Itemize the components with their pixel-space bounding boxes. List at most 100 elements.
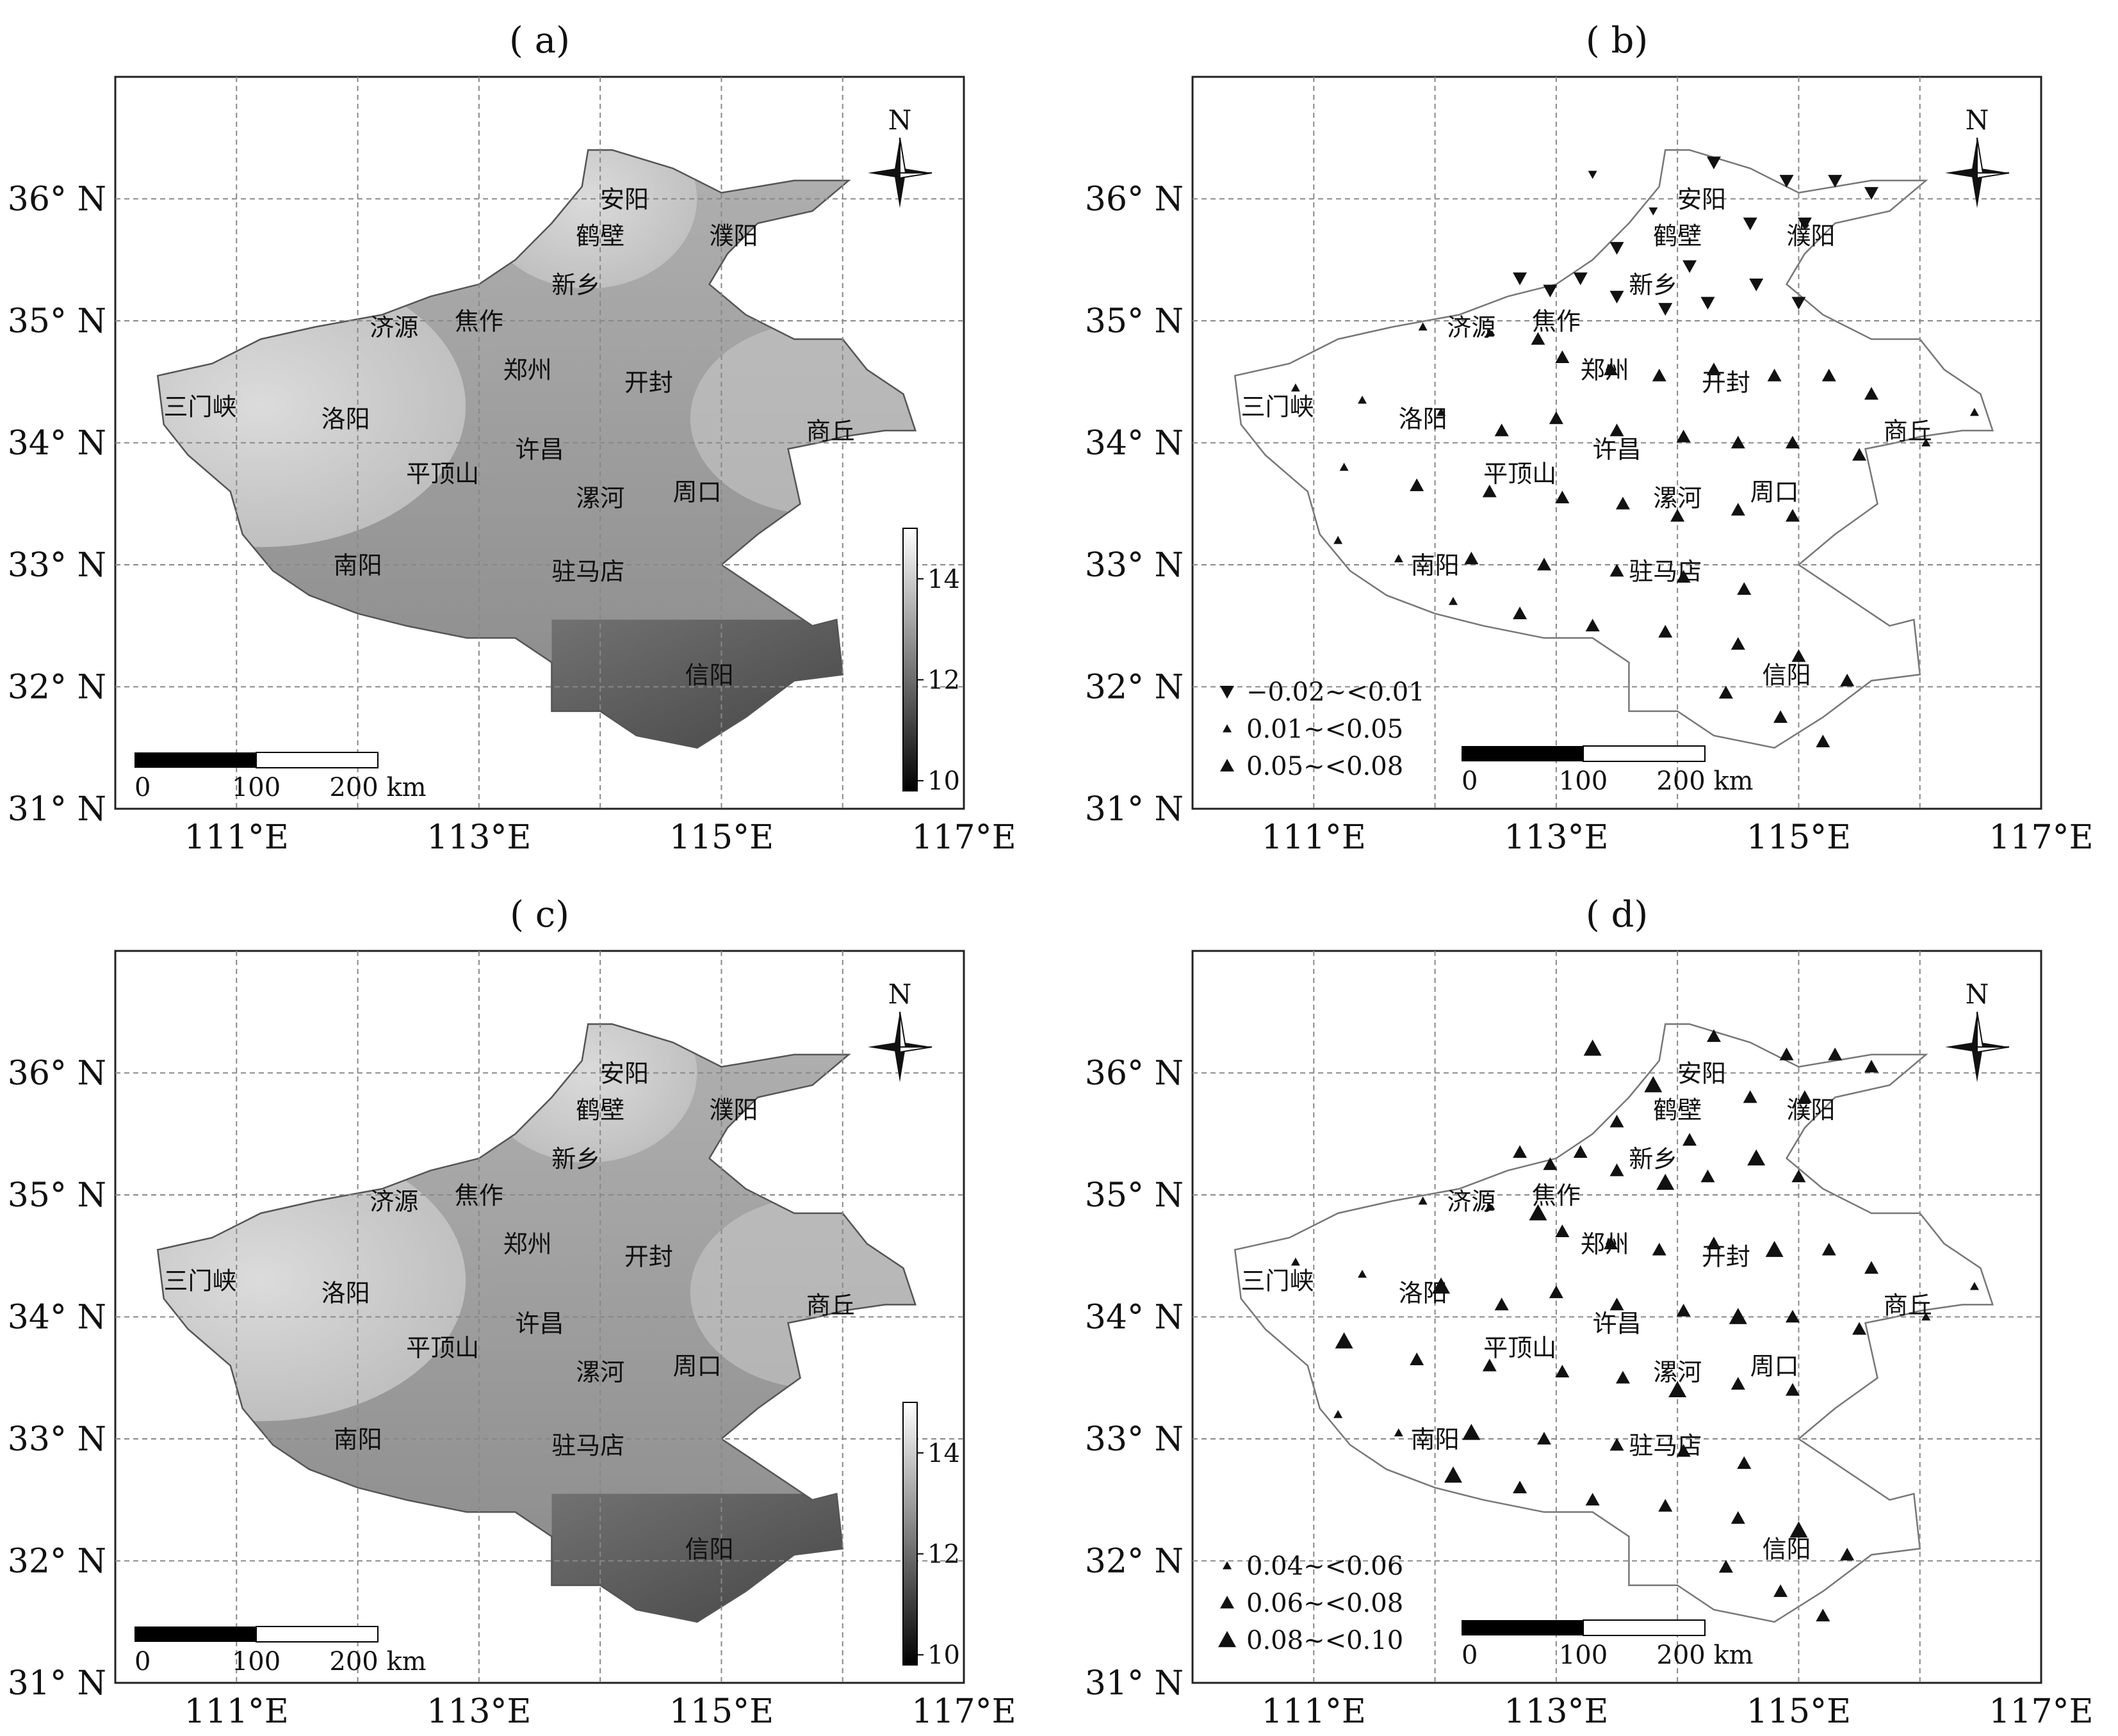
city-label: 南阳	[1411, 1425, 1460, 1454]
station-marker	[1779, 175, 1794, 188]
north-label: N	[1966, 978, 1989, 1010]
lat-tick-label: 33° N	[8, 1420, 106, 1459]
lon-tick-label: 113°E	[1504, 1692, 1608, 1731]
station-marker	[1789, 1521, 1808, 1538]
lat-tick-label: 36° N	[1085, 1055, 1184, 1093]
city-label: 郑州	[503, 1230, 552, 1258]
station-marker	[1767, 368, 1782, 382]
station-marker	[1921, 438, 1931, 447]
station-marker	[1555, 1365, 1570, 1378]
station-marker	[1543, 284, 1558, 298]
lat-tick-label: 35° N	[1085, 1176, 1184, 1215]
lat-tick-label: 36° N	[8, 1055, 106, 1093]
station-marker	[1785, 435, 1800, 449]
city-label: 三门峡	[163, 1267, 236, 1295]
city-label: 安阳	[1677, 1060, 1726, 1088]
station-marker	[1682, 1133, 1697, 1146]
station-marker	[1828, 175, 1843, 188]
station-marker	[1737, 1456, 1752, 1469]
station-marker	[1444, 1466, 1462, 1483]
legend: 0.04~<0.06 0.06~<0.08 0.08~<0.10	[1218, 1552, 1403, 1655]
scale-bar-label: 0	[134, 773, 151, 802]
station-marker	[1731, 1377, 1745, 1390]
city-label: 周口	[1750, 1352, 1799, 1381]
scale-bar-label: 200 km	[329, 1647, 426, 1676]
station-marker	[1718, 1560, 1733, 1573]
station-marker	[1821, 368, 1836, 382]
scale-bar: 0 100 200 km	[1462, 745, 1754, 796]
city-label: 开封	[624, 1242, 673, 1270]
city-label: 平顶山	[406, 460, 479, 488]
city-label: 焦作	[455, 1181, 503, 1210]
legend-symbol-icon	[1220, 759, 1234, 772]
lat-tick-label: 34° N	[1085, 1299, 1184, 1337]
scale-bar-label: 0	[1462, 767, 1478, 796]
station-marker	[1410, 478, 1424, 491]
lat-tick-label: 34° N	[1085, 425, 1184, 463]
city-label: 郑州	[1581, 1230, 1629, 1258]
panel-d: 36° N 35° N 34° N 33° N 32° N 31° N 111°E 113°E…	[1085, 894, 2094, 1731]
north-arrow-icon: N	[1945, 978, 2010, 1082]
station-marker	[1485, 1203, 1494, 1211]
station-marker	[1513, 1145, 1527, 1158]
station-marker	[1335, 1332, 1353, 1349]
station-marker	[1864, 387, 1878, 400]
colorbar-tick-label: 10	[927, 767, 960, 796]
station-marker	[1609, 423, 1624, 437]
city-label: 商丘	[1884, 417, 1932, 445]
city-label: 信阳	[1762, 661, 1811, 689]
station-marker	[1604, 1237, 1618, 1249]
station-marker	[1676, 429, 1691, 442]
city-label: 漯河	[1653, 484, 1702, 512]
city-label: 安阳	[600, 186, 649, 214]
station-marker	[1291, 383, 1300, 392]
city-label: 濮阳	[709, 222, 758, 250]
station-marker	[1791, 649, 1806, 662]
station-marker	[1609, 1114, 1624, 1128]
station-marker	[1779, 1047, 1794, 1060]
city-label: 洛阳	[322, 405, 370, 433]
colorbar-tick-label: 14	[927, 565, 960, 594]
station-marker	[1583, 1039, 1602, 1056]
raster-base	[158, 150, 916, 748]
station-marker	[1797, 1090, 1812, 1103]
city-label: 新乡	[1629, 271, 1677, 299]
station-marker	[1418, 322, 1428, 331]
station-marker	[1785, 1310, 1800, 1323]
city-label: 周口	[673, 478, 722, 507]
scale-bar-label: 100	[1559, 1641, 1608, 1670]
panel-a: 36° N 35° N 34° N 33° N 32° N 31° N 111°E 113°E…	[8, 20, 1016, 857]
station-marker	[1513, 1480, 1527, 1493]
lon-tick-label: 113°E	[427, 818, 531, 857]
lat-tick-label: 36° N	[8, 181, 106, 219]
city-label: 漯河	[576, 1358, 624, 1386]
scale-bar: 0 100 200 km	[134, 1626, 427, 1676]
station-marker	[1658, 1498, 1673, 1512]
city-label: 许昌	[515, 435, 564, 464]
station-marker	[1358, 1269, 1367, 1278]
legend-label: 0.04~<0.06	[1246, 1552, 1403, 1581]
city-label: 新乡	[551, 271, 600, 299]
city-label: 郑州	[1581, 356, 1629, 384]
station-marker	[1462, 1424, 1481, 1440]
lat-tick-label: 34° N	[8, 425, 106, 463]
station-marker	[1531, 332, 1545, 345]
station-marker	[1432, 1277, 1451, 1294]
lon-tick-label: 115°E	[669, 818, 774, 857]
lat-tick-label: 32° N	[8, 669, 106, 707]
station-marker	[1731, 503, 1745, 516]
scale-bar: 0 100 200 km	[134, 752, 427, 802]
city-label: 济源	[370, 1188, 418, 1216]
colorbar-tick-label: 12	[927, 666, 960, 695]
north-label: N	[1966, 104, 1989, 136]
lat-tick-label: 32° N	[1085, 669, 1184, 707]
legend: −0.02~<0.01 0.01~<0.05 0.05~<0.08	[1220, 677, 1425, 781]
station-marker	[1609, 241, 1624, 255]
station-marker	[1437, 407, 1446, 416]
legend-label: 0.06~<0.08	[1246, 1589, 1403, 1618]
legend-label: −0.02~<0.01	[1246, 677, 1425, 707]
station-marker	[1656, 1173, 1675, 1190]
lon-tick-label: 111°E	[184, 818, 289, 857]
station-marker	[1658, 303, 1673, 316]
